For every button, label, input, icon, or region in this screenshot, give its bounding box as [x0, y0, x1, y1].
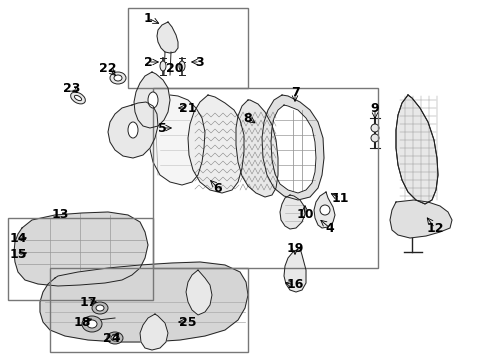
Text: 14: 14	[9, 231, 27, 244]
Bar	[8, 218, 153, 300]
Polygon shape	[108, 102, 158, 158]
Ellipse shape	[96, 305, 104, 311]
Polygon shape	[236, 100, 278, 197]
Ellipse shape	[370, 134, 378, 142]
Text: 24: 24	[103, 332, 121, 345]
Text: 11: 11	[330, 192, 348, 204]
Text: 13: 13	[51, 208, 68, 221]
Ellipse shape	[114, 75, 122, 81]
Text: 18: 18	[73, 315, 90, 328]
Ellipse shape	[319, 205, 329, 215]
Text: 17: 17	[79, 296, 97, 309]
Text: 25: 25	[179, 315, 196, 328]
Polygon shape	[14, 212, 148, 286]
Bar	[128, 8, 247, 88]
Polygon shape	[148, 95, 204, 185]
Text: 4: 4	[325, 221, 334, 234]
Ellipse shape	[74, 95, 81, 101]
Bar	[153, 88, 377, 268]
Text: 22: 22	[99, 62, 117, 75]
Polygon shape	[395, 95, 437, 204]
Text: 21: 21	[179, 102, 196, 114]
Text: 9: 9	[370, 102, 379, 114]
Text: 1: 1	[143, 12, 152, 24]
Ellipse shape	[70, 92, 85, 104]
Polygon shape	[140, 314, 168, 350]
Text: 12: 12	[426, 221, 443, 234]
Ellipse shape	[128, 122, 138, 138]
Ellipse shape	[110, 72, 126, 84]
Polygon shape	[185, 270, 212, 315]
Ellipse shape	[179, 61, 184, 71]
Polygon shape	[389, 200, 451, 238]
Text: 6: 6	[213, 181, 222, 194]
Text: 15: 15	[9, 248, 27, 261]
Polygon shape	[40, 262, 247, 342]
Text: 7: 7	[290, 85, 299, 99]
Ellipse shape	[160, 61, 165, 71]
Text: 23: 23	[63, 81, 81, 94]
Text: 19: 19	[286, 242, 303, 255]
Polygon shape	[270, 105, 315, 193]
Bar	[50, 268, 247, 352]
Text: 10: 10	[296, 208, 313, 221]
Ellipse shape	[92, 302, 108, 314]
Polygon shape	[262, 95, 324, 200]
Ellipse shape	[148, 92, 158, 108]
Ellipse shape	[107, 332, 123, 344]
Polygon shape	[187, 95, 244, 193]
Text: 5: 5	[157, 122, 166, 135]
Ellipse shape	[87, 320, 97, 328]
Polygon shape	[284, 248, 305, 292]
Ellipse shape	[82, 316, 102, 332]
Text: 3: 3	[195, 55, 204, 68]
Ellipse shape	[370, 124, 378, 132]
Text: 16: 16	[286, 279, 303, 292]
Text: 8: 8	[243, 112, 252, 125]
Text: 20: 20	[166, 62, 183, 75]
Polygon shape	[134, 72, 170, 128]
Polygon shape	[280, 195, 305, 229]
Polygon shape	[313, 192, 334, 228]
Text: 2: 2	[143, 55, 152, 68]
Polygon shape	[157, 22, 178, 53]
Ellipse shape	[111, 335, 119, 341]
